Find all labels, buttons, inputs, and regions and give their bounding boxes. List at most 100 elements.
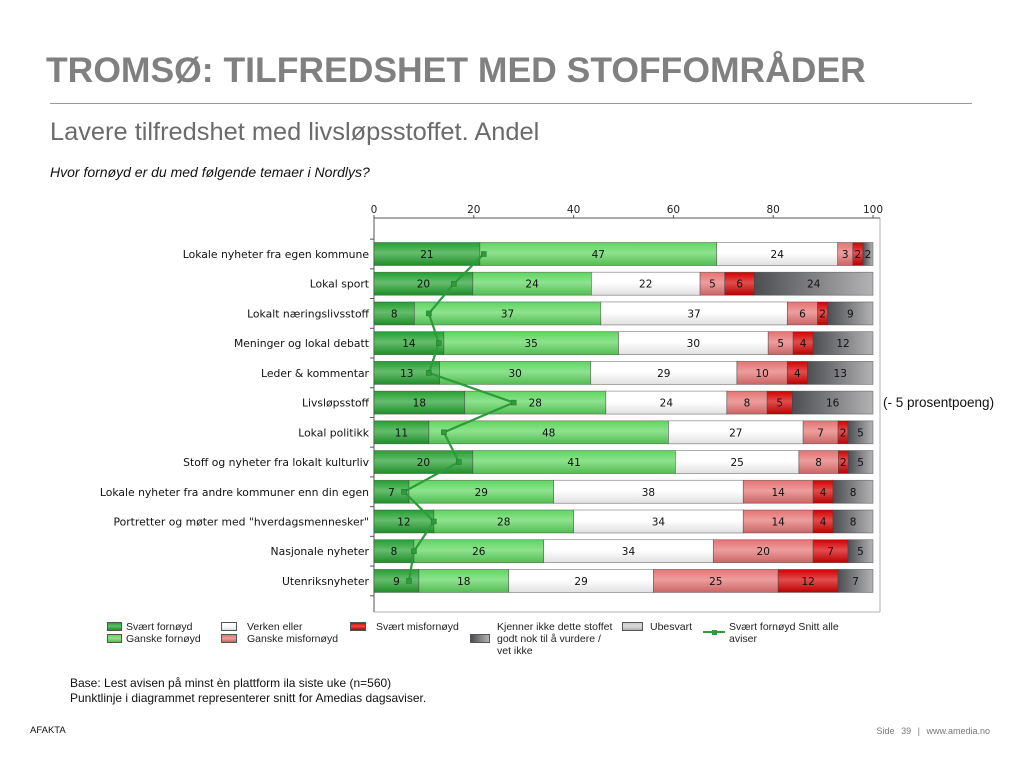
- segment-label: 5: [777, 338, 784, 350]
- x-tick-label: 60: [667, 204, 680, 216]
- x-tick-label: 80: [767, 204, 780, 216]
- category-label: Nasjonale nyheter: [271, 545, 370, 558]
- legend-swatch-ganske-fornoyd: [107, 634, 122, 643]
- chart-annotation: (- 5 prosentpoeng): [883, 394, 995, 410]
- segment-label: 34: [622, 546, 636, 558]
- base-note: Base: Lest avisen på minst èn plattform …: [70, 676, 392, 690]
- legend-label-svaert-misfornoyd: Svært misfornøyd: [376, 621, 459, 633]
- legend-swatch-verken-eller: [221, 622, 237, 631]
- segment-label: 8: [744, 398, 751, 410]
- slide-title: TROMSØ: TILFREDSHET MED STOFFOMRÅDER: [46, 50, 866, 90]
- segment-label: 38: [642, 487, 655, 499]
- category-label: Lokalt næringslivsstoff: [247, 307, 369, 320]
- average-marker: [436, 340, 442, 346]
- bar-segment: [807, 361, 874, 385]
- category-label: Portretter og møter med "hverdagsmennesk…: [113, 515, 369, 528]
- average-marker: [510, 399, 517, 406]
- category-label: Lokale nyheter fra andre kommuner enn di…: [100, 486, 369, 499]
- bar-segment: [847, 539, 874, 564]
- average-marker: [426, 310, 432, 317]
- legend-label-snitt: Svært fornøyd Snitt alle aviser: [729, 621, 839, 645]
- segment-label: 47: [592, 249, 605, 261]
- segment-label: 5: [857, 427, 864, 439]
- category-label: Lokale nyheter fra egen kommune: [183, 248, 370, 261]
- segment-label: 35: [524, 338, 537, 350]
- bar-segment: [862, 242, 874, 266]
- footer-separator: |: [917, 726, 920, 736]
- segment-label: 7: [388, 487, 395, 499]
- page-footer: Side 39 | www.amedia.no: [873, 725, 990, 737]
- segment-label: 12: [397, 516, 410, 528]
- segment-label: 16: [826, 398, 840, 410]
- segment-label: 18: [413, 398, 426, 410]
- segment-label: 24: [660, 398, 674, 410]
- category-label: Leder & kommentar: [261, 367, 370, 380]
- segment-label: 20: [417, 457, 430, 469]
- bar-segment: [847, 420, 874, 445]
- x-tick-label: 40: [567, 204, 580, 216]
- segment-label: 4: [794, 368, 801, 380]
- segment-label: 14: [772, 516, 786, 528]
- segment-label: 7: [827, 546, 834, 558]
- segment-label: 2: [855, 249, 862, 261]
- segment-label: 14: [772, 487, 786, 499]
- segment-label: 29: [574, 576, 587, 588]
- brand-label: AFAKTA: [30, 725, 66, 736]
- segment-label: 5: [709, 279, 716, 291]
- average-marker: [431, 518, 437, 525]
- legend-swatch-kjenner-ikke: [470, 634, 490, 643]
- legend-label-kjenner-ikke: Kjenner ikke dette stoffet godt nok til …: [497, 621, 613, 657]
- segment-label: 4: [820, 516, 827, 528]
- segment-label: 8: [815, 457, 822, 469]
- segment-label: 48: [542, 427, 555, 439]
- average-line: [402, 253, 517, 582]
- segment-label: 37: [501, 308, 514, 320]
- segment-label: 22: [639, 279, 652, 291]
- segment-label: 12: [801, 576, 814, 588]
- segment-label: 34: [652, 516, 666, 528]
- segment-label: 2: [865, 249, 872, 261]
- segment-label: 2: [819, 308, 826, 320]
- segment-label: 2: [840, 427, 847, 439]
- average-marker: [411, 548, 417, 554]
- bar-segment: [792, 390, 874, 415]
- segment-label: 27: [729, 427, 742, 439]
- legend-label-svaert-fornoyd: Svært fornøyd: [126, 621, 193, 633]
- segment-label: 5: [857, 546, 864, 558]
- average-marker: [406, 578, 412, 584]
- legend-label-ganske-fornoyd: Ganske fornøyd: [126, 633, 201, 645]
- bar-segment: [847, 450, 874, 474]
- segment-label: 3: [842, 249, 849, 261]
- slide-subtitle: Lavere tilfredshet med livsløpsstoffet. …: [50, 118, 540, 146]
- bar-segment: [812, 331, 874, 356]
- average-marker: [456, 459, 462, 465]
- segment-label: 13: [400, 368, 413, 380]
- legend-swatch-ubesvart: [622, 622, 643, 631]
- segment-label: 25: [709, 576, 722, 588]
- average-marker: [426, 370, 432, 376]
- segment-label: 6: [736, 279, 743, 291]
- page-label: Side: [876, 726, 895, 736]
- category-label: Meninger og lokal debatt: [234, 337, 369, 350]
- segment-label: 7: [852, 576, 859, 588]
- segment-label: 20: [757, 546, 770, 558]
- segment-label: 14: [402, 338, 416, 350]
- segment-label: 5: [857, 457, 864, 469]
- legend-swatch-svaert-misfornoyd: [350, 622, 366, 631]
- category-label: Lokal sport: [310, 278, 369, 291]
- category-label: Stoff og nyheter fra lokalt kulturliv: [183, 456, 369, 469]
- legend-label-ubesvart: Ubesvart: [650, 621, 693, 633]
- legend-label-verken-eller: Verken eller: [247, 621, 303, 633]
- segment-label: 24: [807, 279, 821, 291]
- segment-label: 8: [391, 308, 398, 320]
- stacked-bar-chart: 0 20 40 60 80 100 Lokale nyheter fra egen komm…: [100, 204, 883, 613]
- bar-segment: [832, 509, 874, 534]
- segment-label: 11: [395, 427, 408, 439]
- segment-label: 10: [755, 368, 768, 380]
- segment-label: 24: [525, 279, 539, 291]
- segment-label: 26: [472, 546, 486, 558]
- segment-label: 7: [817, 427, 824, 439]
- segment-label: 4: [820, 487, 827, 499]
- category-label: Livsløpsstoff: [302, 397, 370, 410]
- legend-label-ganske-misfornoyd: Ganske misfornøyd: [247, 633, 339, 645]
